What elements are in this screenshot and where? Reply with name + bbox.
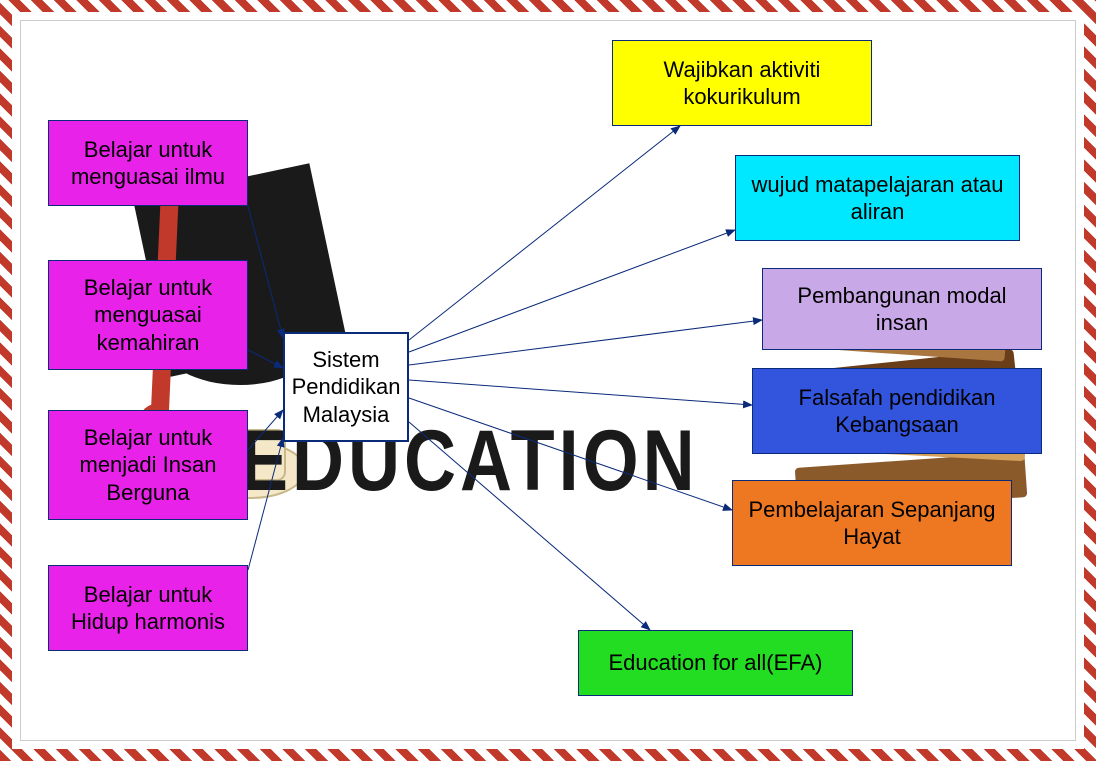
node-left1: Belajar untuk menguasai ilmu — [48, 120, 248, 206]
node-left3: Belajar untuk menjadi Insan Berguna — [48, 410, 248, 520]
node-right3: Pembangunan modal insan — [762, 268, 1042, 350]
node-label: Pembelajaran Sepanjang Hayat — [741, 496, 1003, 551]
node-right5: Pembelajaran Sepanjang Hayat — [732, 480, 1012, 566]
node-label: Education for all(EFA) — [609, 649, 823, 677]
node-center: Sistem Pendidikan Malaysia — [283, 332, 409, 442]
node-left4: Belajar untuk Hidup harmonis — [48, 565, 248, 651]
node-label: Belajar untuk menjadi Insan Berguna — [57, 424, 239, 507]
node-label: Belajar untuk Hidup harmonis — [57, 581, 239, 636]
node-right1: Wajibkan aktiviti kokurikulum — [612, 40, 872, 126]
edge-center-right3 — [409, 320, 762, 365]
edge-center-right4 — [409, 380, 752, 405]
node-label: Belajar untuk menguasai ilmu — [57, 136, 239, 191]
edge-center-right1 — [409, 126, 680, 340]
diagram-canvas: EDUCATION Sistem Pendidikan MalaysiaBela… — [0, 0, 1096, 761]
node-label: Belajar untuk menguasai kemahiran — [57, 274, 239, 357]
edge-center-right2 — [409, 230, 735, 352]
node-label: Pembangunan modal insan — [771, 282, 1033, 337]
node-left2: Belajar untuk menguasai kemahiran — [48, 260, 248, 370]
node-label: Falsafah pendidikan Kebangsaan — [761, 384, 1033, 439]
node-right4: Falsafah pendidikan Kebangsaan — [752, 368, 1042, 454]
node-label: wujud matapelajaran atau aliran — [744, 171, 1011, 226]
node-right2: wujud matapelajaran atau aliran — [735, 155, 1020, 241]
node-label: Sistem Pendidikan Malaysia — [292, 346, 401, 429]
node-label: Wajibkan aktiviti kokurikulum — [621, 56, 863, 111]
node-right6: Education for all(EFA) — [578, 630, 853, 696]
